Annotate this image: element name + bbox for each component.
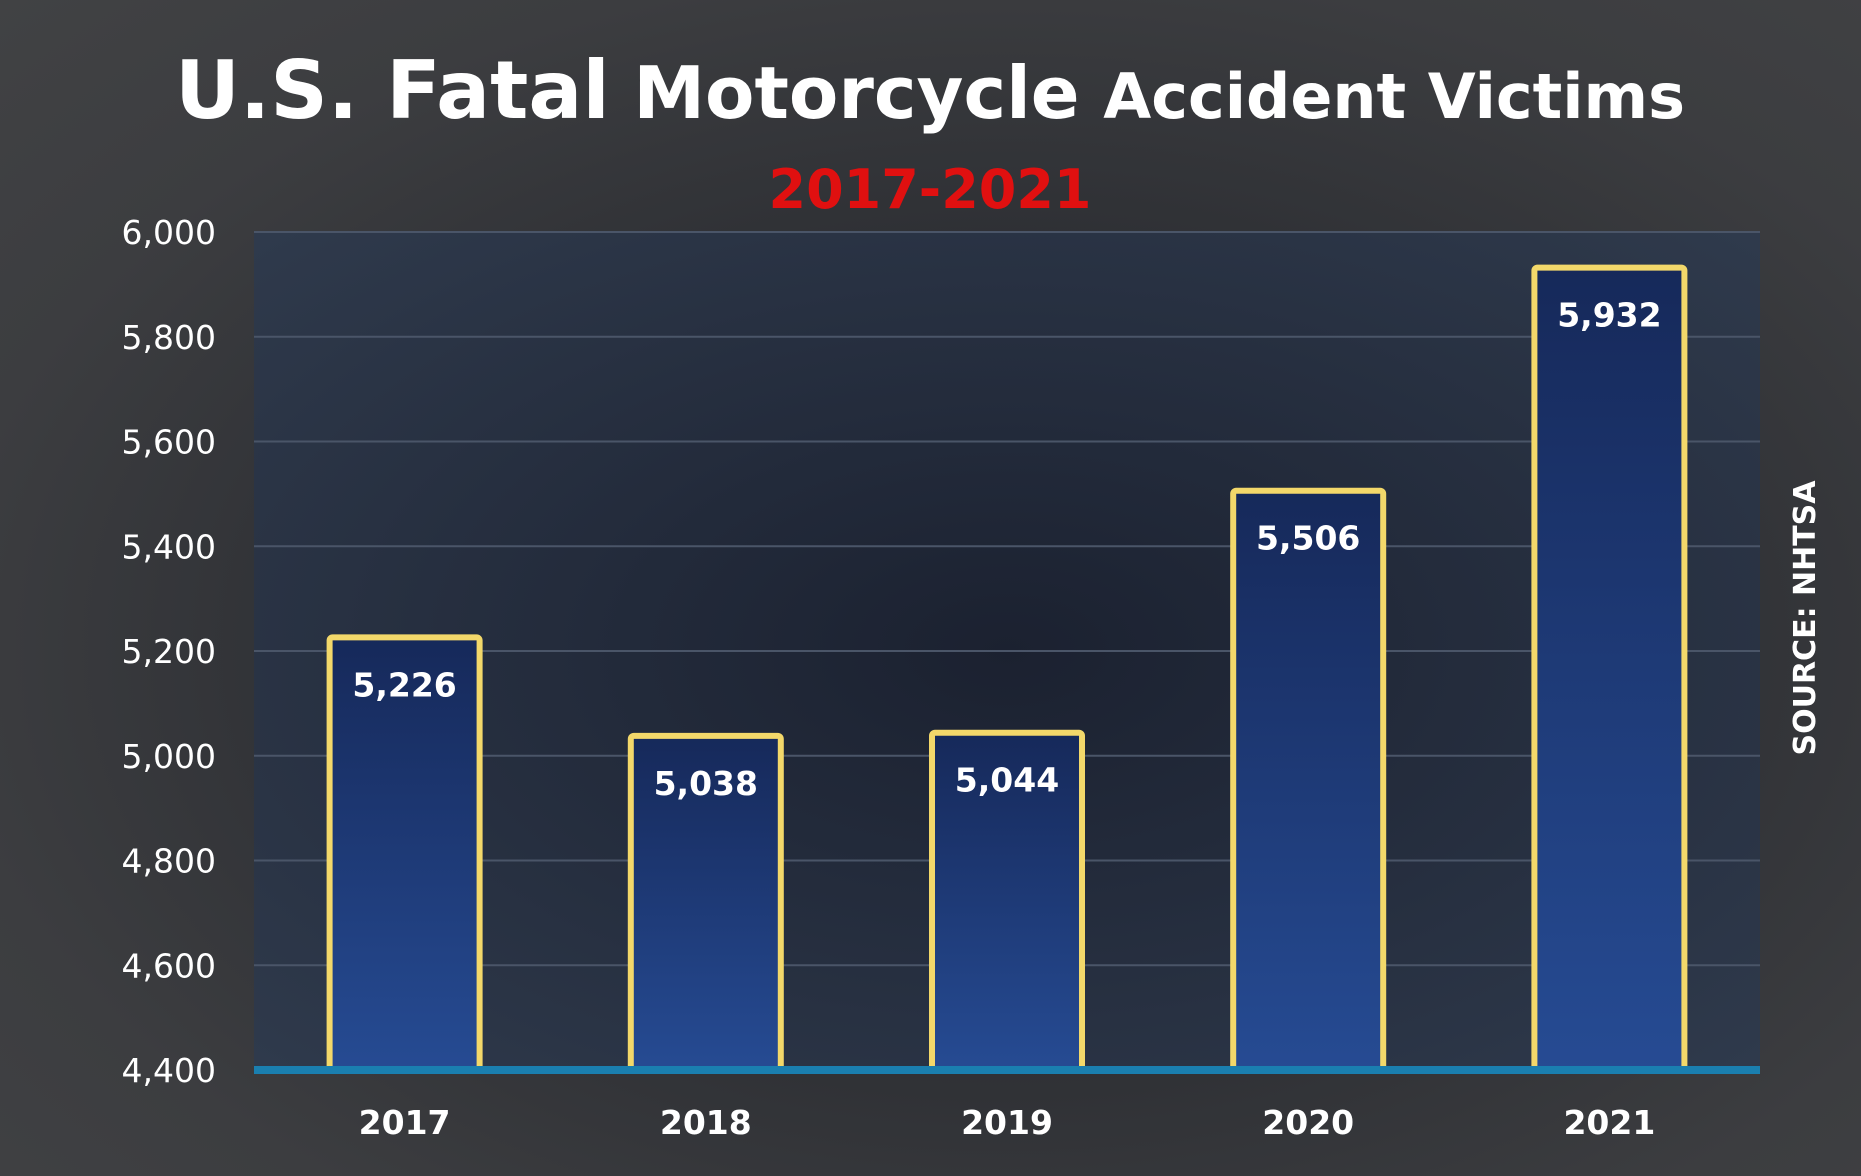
y-tick-label: 4,400	[122, 1051, 216, 1090]
bars	[254, 264, 1760, 1074]
y-tick-label: 4,600	[122, 946, 216, 985]
x-tick-label-2019: 2019	[961, 1103, 1053, 1142]
y-tick-label: 5,000	[122, 737, 216, 776]
x-axis: 2017 2018 2019 2020 2021	[359, 1103, 1656, 1142]
chart-title: U.S. Fatal Motorcycle Accident Victims	[175, 44, 1685, 137]
chart-subtitle: 2017-2021	[769, 158, 1092, 221]
x-tick-label-2017: 2017	[359, 1103, 451, 1142]
y-axis: 4,400 4,600 4,800 5,000 5,200 5,400 5,600 5,800…	[122, 213, 216, 1090]
data-labels: 5,226 5,038 5,044 5,506 5,932	[352, 296, 1661, 803]
y-tick-label: 5,400	[122, 527, 216, 566]
y-tick-label: 5,800	[122, 318, 216, 357]
data-label-2017: 5,226	[352, 665, 456, 704]
y-tick-label: 5,600	[122, 423, 216, 462]
data-label-2021: 5,932	[1557, 296, 1661, 335]
data-label-2020: 5,506	[1256, 519, 1360, 558]
chart-title-part-1: U.S. Fatal	[175, 44, 610, 137]
y-tick-label: 5,200	[122, 632, 216, 671]
y-tick-label: 4,800	[122, 842, 216, 881]
bar-2020	[1230, 487, 1387, 1074]
x-tick-label-2020: 2020	[1262, 1103, 1354, 1142]
data-label-2018: 5,038	[654, 764, 758, 803]
x-tick-label-2021: 2021	[1563, 1103, 1655, 1142]
x-tick-label-2018: 2018	[660, 1103, 752, 1142]
source-label: SOURCE: NHTSA	[1788, 480, 1823, 756]
data-label-2019: 5,044	[955, 761, 1059, 800]
chart-title-part-3: Accident Victims	[1103, 60, 1685, 133]
chart-title-part-2: Motorcycle	[633, 51, 1079, 135]
y-tick-label: 6,000	[122, 213, 216, 252]
bar-2021	[1531, 264, 1688, 1073]
